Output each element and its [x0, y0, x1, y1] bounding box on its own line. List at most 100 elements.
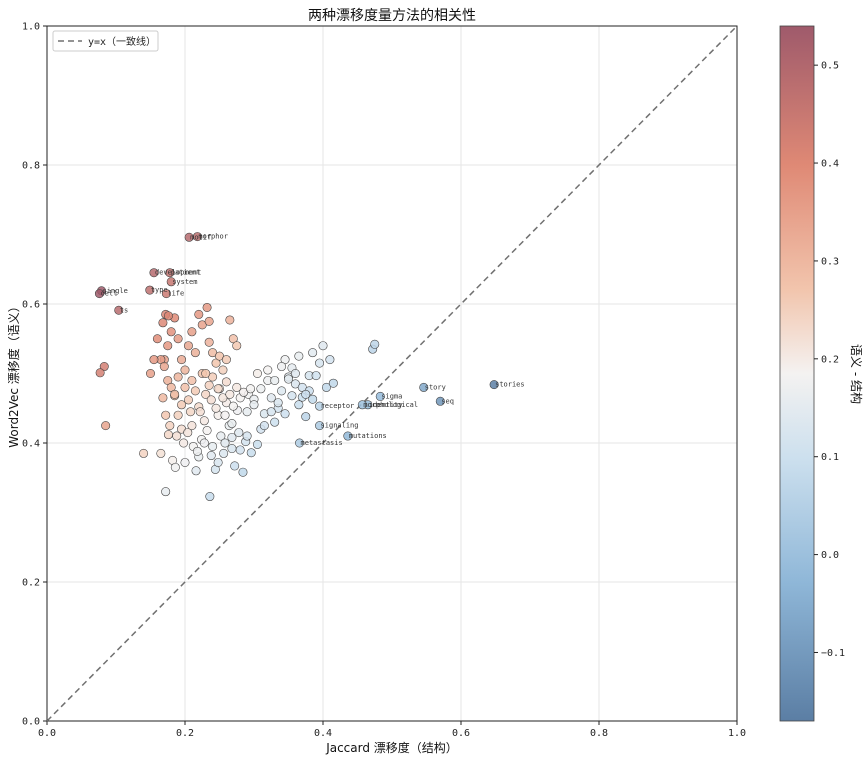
data-point: [227, 444, 237, 454]
data-point: [294, 400, 304, 410]
data-point: [158, 318, 168, 328]
data-point: [263, 365, 273, 375]
data-point: [216, 431, 226, 441]
point-label: ts: [120, 306, 128, 314]
data-point: [173, 410, 183, 420]
data-point: [266, 393, 276, 403]
point-label: life: [167, 290, 184, 298]
data-point: [187, 375, 197, 385]
data-point: [328, 378, 338, 388]
data-point: [266, 407, 276, 417]
data-point: [308, 394, 318, 404]
data-point: [173, 334, 183, 344]
plot-frame: [46, 25, 738, 722]
data-point: [294, 351, 304, 361]
data-point: [101, 421, 111, 431]
data-point: [194, 309, 204, 319]
data-point: [211, 403, 221, 413]
data-point: [219, 448, 229, 458]
data-point: [159, 362, 169, 372]
data-point: [308, 348, 318, 358]
point-label: metastasis: [301, 439, 343, 447]
labeled-data-point: [114, 305, 124, 315]
data-point: [256, 384, 266, 394]
point-label: signaling: [321, 422, 359, 430]
data-point: [204, 380, 214, 390]
data-point: [163, 311, 173, 321]
point-label: type: [151, 286, 168, 294]
data-point: [190, 348, 200, 358]
legend: y=x（一致线）: [52, 30, 159, 52]
point-label: cell: [100, 290, 117, 298]
point-label: sigma: [381, 392, 402, 400]
colorbar-tick-label: 0.1: [821, 452, 839, 463]
colorbar-tick-label: 0.3: [821, 256, 839, 267]
data-point: [318, 341, 328, 351]
data-point: [301, 412, 311, 422]
data-point: [230, 461, 240, 471]
labeled-data-point: [145, 285, 155, 295]
labeled-data-point: [192, 232, 202, 242]
data-point: [206, 451, 216, 461]
colorbar-label: 语义 - 结构: [849, 344, 864, 404]
data-point: [225, 315, 235, 325]
data-point: [158, 393, 168, 403]
data-point: [183, 395, 193, 405]
data-point: [227, 432, 237, 442]
point-label: morphological: [363, 401, 418, 409]
labeled-data-point: [315, 421, 325, 431]
y-tick-label: 0.2: [22, 578, 40, 589]
data-point: [232, 382, 242, 392]
data-point: [238, 467, 248, 477]
labeled-data-point: [315, 401, 325, 411]
data-point: [202, 425, 212, 435]
data-point: [249, 400, 259, 410]
data-point: [283, 374, 293, 384]
data-point: [187, 327, 197, 337]
data-point: [280, 409, 290, 419]
data-point: [187, 421, 197, 431]
data-point: [163, 341, 173, 351]
point-label: development: [155, 269, 201, 277]
labeled-data-point: [94, 289, 104, 299]
data-point: [221, 377, 231, 387]
data-point: [177, 400, 187, 410]
points-layer: [94, 232, 499, 502]
data-point: [191, 466, 201, 476]
labeled-data-point: [161, 289, 171, 299]
y-ticks: 0.0 0.2 0.4 0.6 0.8 1.0: [22, 22, 47, 728]
labeled-data-point: [295, 438, 305, 448]
data-point: [301, 389, 311, 399]
labeled-data-point: [166, 277, 176, 287]
data-point: [183, 428, 193, 438]
data-point: [227, 419, 237, 429]
data-point: [166, 327, 176, 337]
data-point: [179, 438, 189, 448]
point-label: story: [425, 383, 446, 391]
labeled-data-point: [489, 380, 499, 390]
data-point: [186, 407, 196, 417]
data-point: [370, 339, 380, 349]
x-ticks: 0.0 0.2 0.4 0.6 0.8 1.0: [38, 721, 746, 739]
point-label: morphor: [198, 233, 228, 241]
data-point: [170, 389, 180, 399]
data-point: [161, 410, 171, 420]
data-point: [99, 362, 109, 372]
point-label: stories: [495, 381, 525, 389]
data-point: [213, 384, 223, 394]
data-point: [180, 382, 190, 392]
data-point: [165, 421, 175, 431]
data-point: [277, 362, 287, 372]
data-point: [204, 316, 214, 326]
data-point: [270, 417, 280, 427]
point-label: motif: [190, 233, 211, 241]
data-point: [290, 368, 300, 378]
data-point: [232, 341, 242, 351]
y-tick-label: 0.8: [22, 161, 40, 172]
data-point: [252, 439, 262, 449]
colorbar-tick-label: 0.5: [821, 61, 839, 72]
point-label: single: [103, 287, 128, 295]
colorbar: [779, 25, 815, 722]
